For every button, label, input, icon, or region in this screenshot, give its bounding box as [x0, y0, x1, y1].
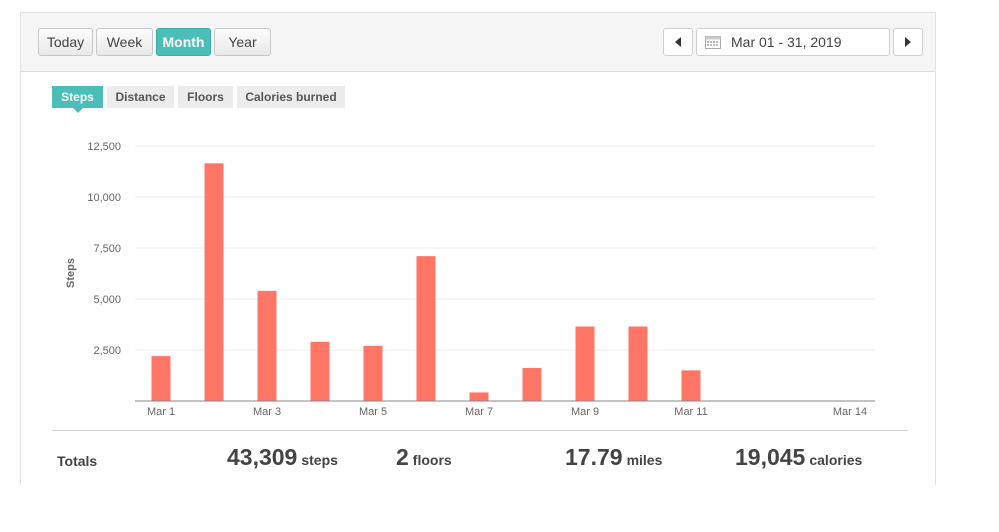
y-tick-label: 2,500 [93, 345, 121, 357]
chevron-left-icon [675, 37, 681, 47]
date-range-text: Mar 01 - 31, 2019 [731, 34, 842, 50]
year-button[interactable]: Year [214, 28, 271, 56]
bar-mar-5[interactable] [363, 345, 383, 401]
total-miles-unit: miles [626, 452, 663, 468]
date-range-field[interactable]: Mar 01 - 31, 2019 [696, 28, 890, 56]
total-steps-value: 43,309 [227, 444, 298, 470]
y-axis: 2,500 5,000 7,500 10,000 12,500 Steps [65, 141, 121, 357]
tab-steps[interactable]: Steps [52, 86, 103, 113]
bar-mar-9[interactable] [575, 326, 595, 401]
tab-distance[interactable]: Distance [107, 86, 174, 108]
y-axis-label: Steps [65, 258, 77, 288]
month-button[interactable]: Month [156, 28, 211, 56]
bar-mar-4[interactable] [310, 341, 330, 401]
previous-range-button[interactable] [663, 28, 693, 56]
total-steps-unit: steps [301, 452, 338, 468]
chevron-right-icon [905, 37, 911, 47]
bar-mar-11[interactable] [681, 370, 701, 401]
totals-divider [52, 430, 908, 431]
week-button[interactable]: Week [96, 28, 153, 56]
y-tick-label: 12,500 [87, 141, 121, 153]
chart-bars [151, 163, 701, 401]
x-tick-label: Mar 3 [253, 406, 281, 418]
x-tick-label: Mar 7 [465, 406, 493, 418]
total-calories-unit: calories [809, 452, 863, 468]
total-floors-unit: floors [412, 452, 452, 468]
calendar-icon [705, 36, 721, 49]
bar-mar-10[interactable] [628, 326, 648, 401]
bar-mar-8[interactable] [522, 367, 542, 401]
total-floors-value: 2 [396, 444, 409, 470]
chart-gridlines [135, 145, 875, 351]
x-tick-label: Mar 9 [571, 406, 599, 418]
y-tick-label: 10,000 [87, 192, 121, 204]
total-steps: 43,309 steps [227, 444, 338, 471]
bar-mar-3[interactable] [257, 290, 277, 401]
bar-mar-1[interactable] [151, 356, 171, 401]
x-axis: Mar 1 Mar 3 Mar 5 Mar 7 Mar 9 Mar 11 Mar 14 [135, 400, 875, 418]
total-miles: 17.79 miles [565, 444, 662, 471]
bar-mar-7[interactable] [469, 392, 489, 401]
y-tick-label: 5,000 [93, 294, 121, 306]
x-tick-label: Mar 5 [359, 406, 387, 418]
toolbar: Today Week Month Year Mar 01 - 31, 2019 [21, 13, 935, 72]
totals-label: Totals [57, 453, 98, 469]
tab-floors[interactable]: Floors [178, 86, 233, 108]
total-miles-value: 17.79 [565, 444, 623, 470]
tab-calories-burned[interactable]: Calories burned [237, 86, 345, 108]
next-range-button[interactable] [893, 28, 923, 56]
bar-mar-2[interactable] [204, 163, 224, 401]
total-calories-value: 19,045 [735, 444, 806, 470]
total-calories: 19,045 calories [735, 444, 862, 471]
y-tick-label: 7,500 [93, 243, 121, 255]
total-floors: 2 floors [396, 444, 452, 471]
x-tick-label: Mar 11 [674, 406, 707, 418]
x-tick-label: Mar 14 [833, 406, 867, 418]
today-button[interactable]: Today [38, 28, 93, 56]
x-tick-label: Mar 1 [147, 406, 175, 418]
bar-mar-6[interactable] [416, 256, 436, 401]
